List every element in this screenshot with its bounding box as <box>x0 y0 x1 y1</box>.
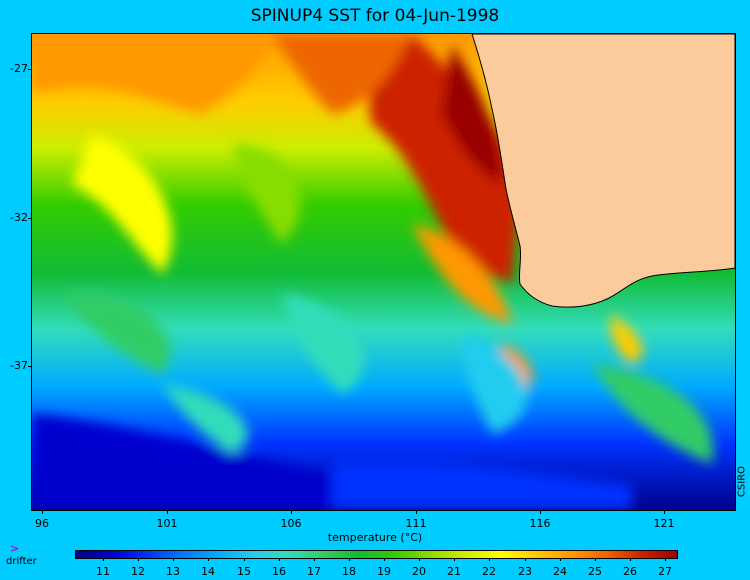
map-title: SPINUP4 SST for 04-Jun-1998 <box>250 6 500 26</box>
colorbar-tick-mark <box>384 558 385 561</box>
colorbar-tick-mark <box>525 558 526 561</box>
colorbar-tick-mark <box>454 558 455 561</box>
colorbar-tick-mark <box>595 558 596 561</box>
y-tick-label: -37 <box>10 359 28 372</box>
sst-map[interactable] <box>31 33 736 511</box>
colorbar-label: 25 <box>588 565 602 578</box>
colorbar-label: 17 <box>307 565 321 578</box>
x-tick-label: 106 <box>280 517 302 530</box>
drifter-marker-icon: > <box>10 542 20 555</box>
colorbar-tick-mark <box>560 558 561 561</box>
colorbar-label: 15 <box>237 565 251 578</box>
colorbar-tick-mark <box>419 558 420 561</box>
x-tick-mark <box>416 510 417 514</box>
colorbar-label: 22 <box>482 565 496 578</box>
colorbar-tick-mark <box>489 558 490 561</box>
x-tick-mark <box>664 510 665 514</box>
y-tick-label: -27 <box>10 62 28 75</box>
x-tick-mark <box>42 510 43 514</box>
colorbar-label: 24 <box>553 565 567 578</box>
y-tick-mark <box>28 69 32 70</box>
colorbar-label: 18 <box>342 565 356 578</box>
x-tick-label: 111 <box>405 517 427 530</box>
colorbar-tick-mark <box>173 558 174 561</box>
colorbar-tick-mark <box>630 558 631 561</box>
colorbar-tick-mark <box>208 558 209 561</box>
colorbar-tick-mark <box>103 558 104 561</box>
x-tick-label: 96 <box>35 517 49 530</box>
x-tick-mark <box>291 510 292 514</box>
colorbar-label: 20 <box>412 565 426 578</box>
colorbar-label: 12 <box>131 565 145 578</box>
credit-text: CSIRO <box>736 465 748 498</box>
x-tick-mark <box>540 510 541 514</box>
colorbar-label: 13 <box>166 565 180 578</box>
colorbar-tick-mark <box>314 558 315 561</box>
x-tick-mark <box>167 510 168 514</box>
credit-label: CSIRO <box>734 460 750 508</box>
y-tick-mark <box>28 218 32 219</box>
colorbar-label: 23 <box>518 565 532 578</box>
y-tick-mark <box>28 366 32 367</box>
colorbar-label: 14 <box>201 565 215 578</box>
drifter-label: drifter <box>6 556 37 567</box>
y-tick-label: -32 <box>10 211 28 224</box>
x-tick-label: 121 <box>653 517 675 530</box>
sst-field <box>32 34 735 510</box>
colorbar-label: 26 <box>623 565 637 578</box>
colorbar-label: 19 <box>377 565 391 578</box>
colorbar-tick-mark <box>349 558 350 561</box>
colorbar-tick-mark <box>665 558 666 561</box>
colorbar-tick-mark <box>138 558 139 561</box>
sst-eddies <box>32 34 714 510</box>
colorbar-title: temperature (°C) <box>327 531 423 544</box>
colorbar-label: 27 <box>658 565 672 578</box>
colorbar-label: 11 <box>96 565 110 578</box>
australia-land <box>471 34 735 308</box>
x-tick-label: 116 <box>529 517 551 530</box>
x-tick-label: 101 <box>156 517 178 530</box>
colorbar-label: 16 <box>272 565 286 578</box>
colorbar-tick-mark <box>279 558 280 561</box>
colorbar-tick-mark <box>244 558 245 561</box>
colorbar <box>75 550 678 559</box>
colorbar-label: 21 <box>447 565 461 578</box>
